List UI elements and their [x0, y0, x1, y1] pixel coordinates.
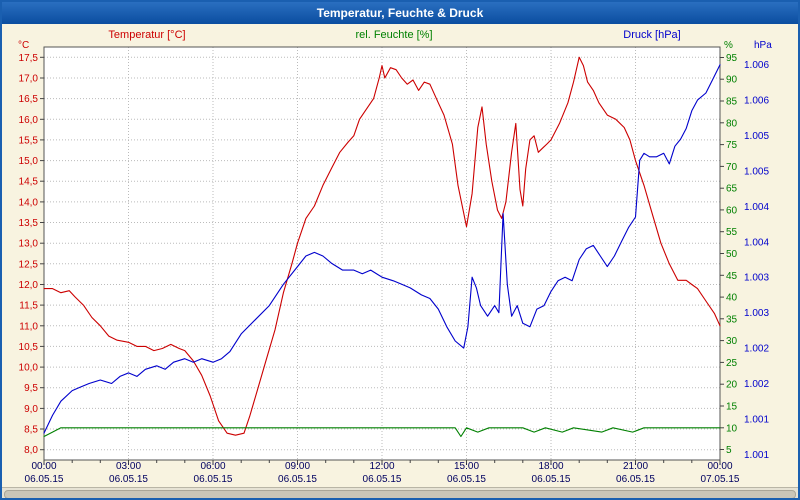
temp-tick-label: 12,5	[19, 259, 39, 270]
series-druck	[43, 64, 721, 434]
humidity-axis-title: rel. Feuchte [%]	[355, 29, 433, 41]
hum-tick-label: 90	[726, 75, 738, 86]
humidity-unit-label: %	[724, 40, 733, 51]
temp-tick-label: 17,5	[19, 53, 39, 64]
press-tick-label: 1.006	[744, 60, 769, 71]
temperature-unit-label: °C	[18, 40, 30, 51]
press-tick-label: 1.001	[744, 450, 769, 461]
press-tick-label: 1.004	[744, 202, 769, 213]
x-time-label: 21:00	[622, 461, 649, 472]
press-tick-label: 1.005	[744, 166, 769, 177]
x-date-label: 06.05.15	[616, 474, 655, 485]
x-time-label: 00:00	[707, 461, 733, 472]
window-title: Temperatur, Feuchte & Druck	[316, 6, 484, 20]
temp-tick-label: 16,0	[19, 115, 39, 126]
temp-tick-label: 13,5	[19, 218, 39, 229]
temp-tick-label: 15,5	[19, 135, 39, 146]
hum-tick-label: 50	[726, 249, 738, 260]
x-time-label: 09:00	[284, 461, 311, 472]
x-date-label: 07.05.15	[700, 474, 740, 485]
temp-tick-label: 16,5	[19, 94, 39, 105]
x-time-label: 18:00	[538, 461, 564, 472]
hum-tick-label: 75	[726, 140, 738, 151]
temp-tick-label: 8,5	[24, 425, 38, 436]
x-date-label: 06.05.15	[193, 474, 233, 485]
hum-tick-label: 30	[726, 336, 738, 347]
temp-tick-label: 11,5	[19, 301, 38, 312]
temp-tick-label: 17,0	[19, 73, 39, 84]
x-date-label: 06.05.15	[531, 474, 571, 485]
hum-tick-label: 80	[726, 118, 738, 129]
x-time-label: 12:00	[369, 461, 395, 472]
hum-tick-label: 25	[726, 358, 738, 369]
hum-tick-label: 35	[726, 314, 738, 325]
hum-tick-label: 10	[726, 423, 738, 434]
x-time-label: 15:00	[453, 461, 480, 472]
hum-tick-label: 5	[726, 445, 732, 456]
x-date-label: 06.05.15	[109, 474, 148, 485]
series-rel-feuchte	[43, 427, 721, 438]
hum-tick-label: 85	[726, 97, 738, 108]
temp-tick-label: 10,0	[19, 363, 39, 374]
press-tick-label: 1.001	[744, 414, 769, 425]
press-tick-label: 1.003	[744, 273, 769, 284]
temp-tick-label: 13,0	[19, 239, 39, 250]
temp-tick-label: 8,0	[24, 445, 38, 456]
temp-tick-label: 14,0	[19, 197, 39, 208]
press-tick-label: 1.004	[744, 237, 769, 248]
temp-tick-label: 9,0	[24, 404, 38, 415]
hum-tick-label: 95	[726, 53, 738, 64]
plot-frame	[43, 46, 721, 461]
x-date-label: 06.05.15	[447, 474, 486, 485]
temp-tick-label: 9,5	[24, 383, 38, 394]
x-time-label: 03:00	[115, 461, 142, 472]
hum-tick-label: 15	[726, 401, 738, 412]
press-tick-label: 1.006	[744, 96, 769, 107]
series-temperatur	[43, 56, 721, 436]
hum-tick-label: 40	[726, 293, 738, 304]
press-tick-label: 1.002	[744, 344, 769, 355]
temp-tick-label: 10,5	[19, 342, 39, 353]
pressure-unit-label: hPa	[754, 40, 772, 51]
temp-tick-label: 11,0	[19, 321, 38, 332]
temp-tick-label: 15,0	[19, 156, 39, 167]
scrollbar-thumb[interactable]	[4, 490, 796, 498]
temp-tick-label: 14,5	[19, 177, 39, 188]
x-date-label: 06.05.15	[278, 474, 317, 485]
hum-tick-label: 45	[726, 271, 738, 282]
press-tick-label: 1.005	[744, 131, 769, 142]
hum-tick-label: 20	[726, 380, 738, 391]
x-date-label: 06.05.15	[24, 474, 64, 485]
hum-tick-label: 55	[726, 227, 738, 238]
window-titlebar: Temperatur, Feuchte & Druck	[2, 2, 798, 24]
hum-tick-label: 70	[726, 162, 738, 173]
plot-background	[44, 47, 720, 460]
x-time-label: 06:00	[200, 461, 226, 472]
x-date-label: 06.05.15	[362, 474, 402, 485]
temp-tick-label: 12,0	[19, 280, 39, 291]
press-tick-label: 1.002	[744, 379, 769, 390]
temperature-axis-title: Temperatur [°C]	[108, 29, 186, 41]
hum-tick-label: 60	[726, 205, 738, 216]
press-tick-label: 1.003	[744, 308, 769, 319]
pressure-axis-title: Druck [hPa]	[623, 29, 681, 41]
x-time-label: 00:00	[31, 461, 57, 472]
hum-tick-label: 65	[726, 184, 738, 195]
horizontal-scrollbar[interactable]	[2, 487, 798, 498]
